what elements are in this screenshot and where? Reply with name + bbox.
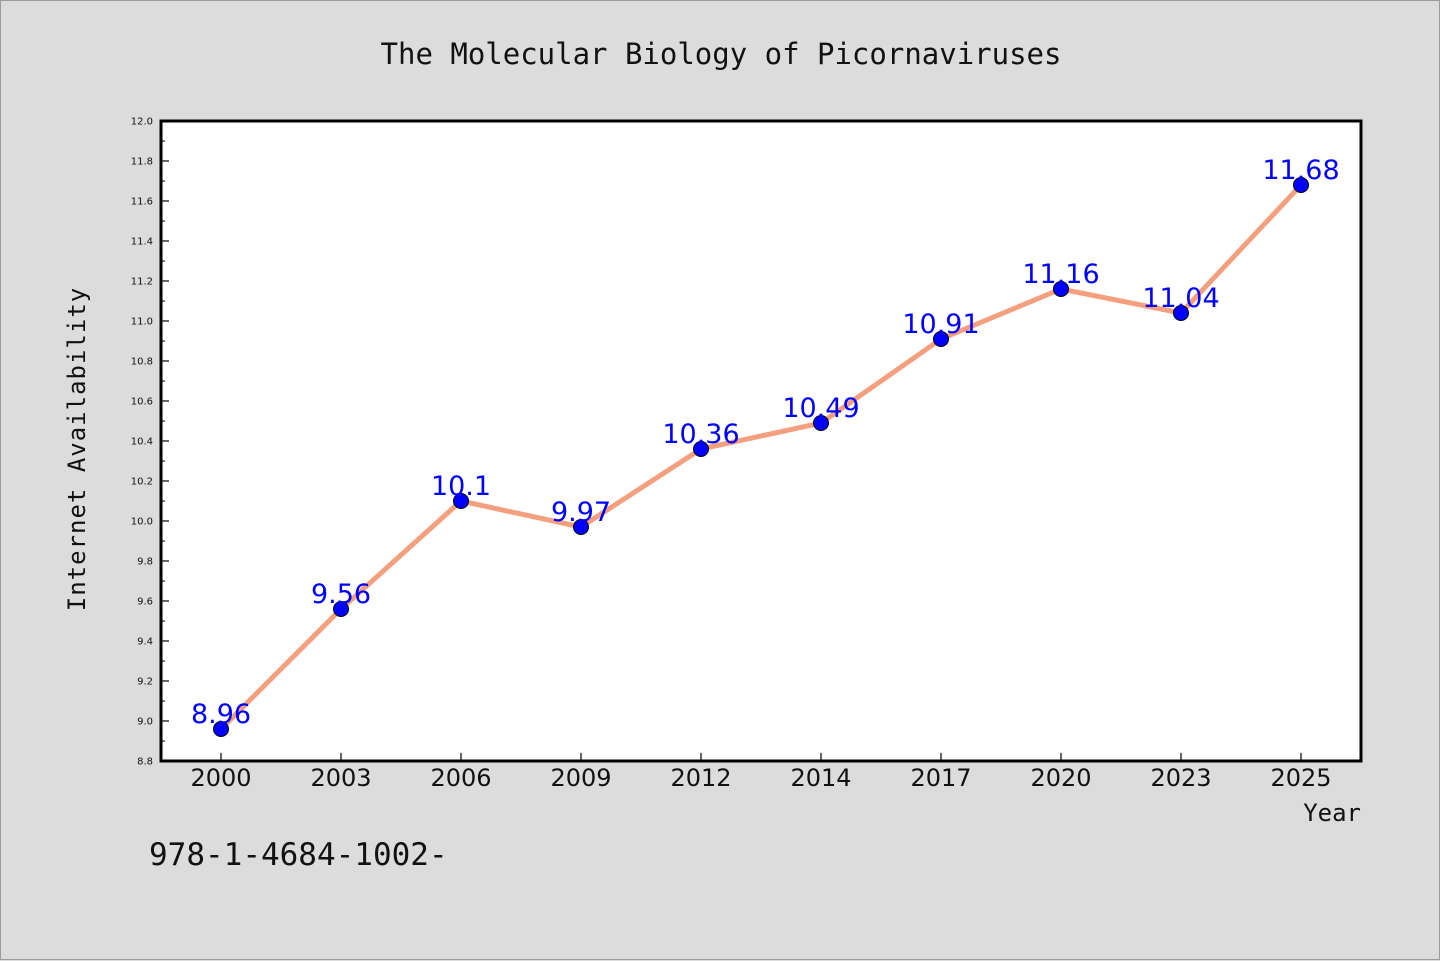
x-tick-label: 2017 [910,764,971,792]
x-tick-label: 2023 [1150,764,1211,792]
y-tick-label: 10.6 [131,397,153,408]
y-tick-label: 10.0 [131,517,153,528]
x-tick-label: 2025 [1270,764,1331,792]
y-axis-label: Internet Availability [63,287,91,611]
y-tick-label: 10.8 [131,357,153,368]
data-label: 9.97 [551,497,611,528]
y-tick-label: 10.2 [131,477,153,488]
data-label: 10.91 [902,309,979,340]
data-point [1053,281,1069,297]
data-label: 11.04 [1142,283,1219,314]
data-label: 11.68 [1262,155,1339,186]
y-tick-label: 12.0 [131,117,153,128]
data-point [573,519,589,535]
data-label: 10.36 [662,419,739,450]
y-tick-label: 8.8 [137,757,153,768]
plot-frame [159,119,1363,763]
y-tick-label: 9.0 [137,717,153,728]
x-axis-label: Year [1303,799,1361,827]
chart-title: The Molecular Biology of Picornaviruses [381,37,1062,71]
x-tick-label: 2012 [670,764,731,792]
data-label: 11.16 [1022,259,1099,290]
y-tick-label: 9.8 [137,557,153,568]
data-point [813,415,829,431]
y-tick-label: 11.6 [131,197,153,208]
y-tick-label: 9.6 [137,597,153,608]
plot-area [161,121,1361,761]
data-label: 9.56 [311,579,371,610]
y-tick-label: 11.2 [131,277,153,288]
y-tick-label: 11.4 [131,237,153,248]
data-point [1293,177,1309,193]
data-point [213,721,229,737]
y-tick-label: 9.2 [137,677,153,688]
series-line [219,183,1303,731]
x-tick-label: 2006 [430,764,491,792]
x-tick-label: 2000 [190,764,251,792]
data-point [1173,305,1189,321]
data-label: 10.49 [782,393,859,424]
data-point [453,493,469,509]
y-tick-label: 11.0 [131,317,153,328]
isbn-text: 978-1-4684-1002- [149,837,448,873]
x-tick-label: 2014 [790,764,851,792]
data-markers [213,177,1309,737]
x-axis: 2000 2003 2006 2009 2012 2014 2017 2020 2023 2025 [190,753,1332,792]
data-point [693,441,709,457]
x-tick-label: 2003 [310,764,371,792]
y-tick-label: 10.4 [131,437,153,448]
data-label: 8.96 [191,699,251,730]
y-tick-label: 11.8 [131,157,153,168]
x-tick-label: 2009 [550,764,611,792]
data-point [333,601,349,617]
data-point [933,331,949,347]
data-label: 10.1 [431,471,491,502]
x-tick-label: 2020 [1030,764,1091,792]
y-tick-label: 9.4 [137,637,153,648]
y-axis: 8.8 9.0 9.2 9.4 9.6 9.8 10.0 10.2 10.4 10.6 10.8 11… [131,117,169,768]
data-labels: 8.96 9.56 10.1 9.97 10.36 10.49 10.91 11.16 11.0… [191,155,1340,730]
